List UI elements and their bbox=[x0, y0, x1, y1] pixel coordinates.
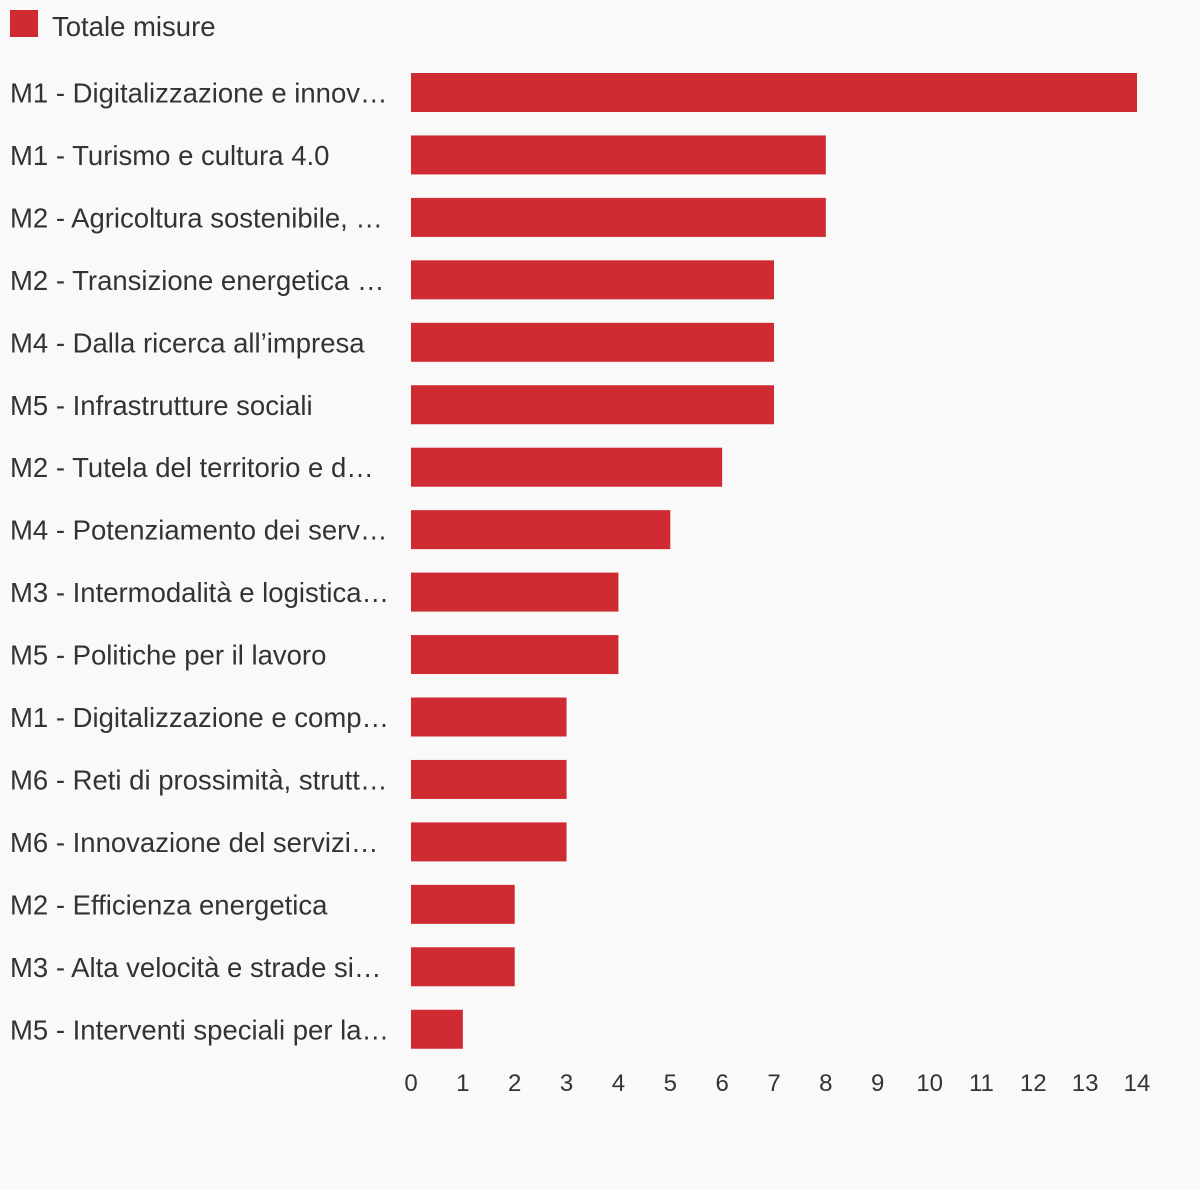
bar bbox=[411, 759, 567, 799]
category-label: M3 - Alta velocità e strade si… bbox=[10, 952, 381, 983]
bar bbox=[411, 447, 723, 487]
legend-swatch bbox=[10, 10, 38, 37]
bar bbox=[411, 385, 774, 425]
category-label: M6 - Innovazione del servizi… bbox=[10, 827, 378, 858]
category-label: M2 - Tutela del territorio e d… bbox=[10, 452, 374, 483]
x-tick-label: 2 bbox=[508, 1070, 521, 1097]
category-label: M1 - Digitalizzazione e comp… bbox=[10, 702, 389, 733]
bar bbox=[411, 697, 567, 737]
category-label: M3 - Intermodalità e logistica… bbox=[10, 577, 389, 608]
x-tick-label: 8 bbox=[819, 1070, 832, 1097]
category-label: M1 - Turismo e cultura 4.0 bbox=[10, 140, 329, 171]
category-label: M5 - Infrastrutture sociali bbox=[10, 390, 313, 421]
x-tick-label: 7 bbox=[767, 1070, 780, 1097]
legend-label: Totale misure bbox=[52, 11, 216, 42]
bar bbox=[411, 510, 671, 550]
bar bbox=[411, 572, 619, 612]
x-axis-ticks: 0 1 2 3 4 5 6 7 8 9 10 11 12 13 14 bbox=[404, 1070, 1150, 1097]
category-label: M1 - Digitalizzazione e innov… bbox=[10, 78, 388, 109]
category-label: M2 - Transizione energetica … bbox=[10, 265, 384, 296]
bar bbox=[411, 73, 1137, 112]
bars bbox=[411, 73, 1137, 1049]
x-tick-label: 5 bbox=[664, 1070, 677, 1097]
x-tick-label: 9 bbox=[871, 1070, 884, 1097]
category-label: M2 - Efficienza energetica bbox=[10, 889, 328, 920]
bar bbox=[411, 322, 774, 362]
x-tick-label: 4 bbox=[612, 1070, 625, 1097]
x-tick-label: 14 bbox=[1124, 1070, 1151, 1097]
x-tick-label: 10 bbox=[916, 1070, 943, 1097]
x-tick-label: 6 bbox=[715, 1070, 728, 1097]
category-label: M5 - Interventi speciali per la… bbox=[10, 1014, 389, 1045]
bar bbox=[411, 260, 774, 300]
bar bbox=[411, 947, 515, 987]
bar bbox=[411, 197, 826, 237]
category-label: M2 - Agricoltura sostenibile, … bbox=[10, 202, 383, 233]
x-tick-label: 13 bbox=[1072, 1070, 1099, 1097]
x-tick-label: 11 bbox=[969, 1070, 994, 1097]
bar bbox=[411, 1009, 463, 1049]
category-label: M6 - Reti di prossimità, strutt… bbox=[10, 764, 387, 795]
bar bbox=[411, 635, 619, 675]
bar bbox=[411, 884, 515, 924]
legend: Totale misure bbox=[10, 10, 216, 42]
x-tick-label: 1 bbox=[456, 1070, 469, 1097]
x-tick-label: 12 bbox=[1020, 1070, 1047, 1097]
category-label: M4 - Potenziamento dei serv… bbox=[10, 515, 388, 546]
bar bbox=[411, 822, 567, 862]
bar bbox=[411, 135, 826, 175]
category-label: M4 - Dalla ricerca all’impresa bbox=[10, 327, 365, 358]
category-labels: M1 - Digitalizzazione e innov… M1 - Turis… bbox=[10, 78, 389, 1046]
x-tick-label: 0 bbox=[404, 1070, 417, 1097]
category-label: M5 - Politiche per il lavoro bbox=[10, 640, 326, 671]
x-tick-label: 3 bbox=[560, 1070, 573, 1097]
